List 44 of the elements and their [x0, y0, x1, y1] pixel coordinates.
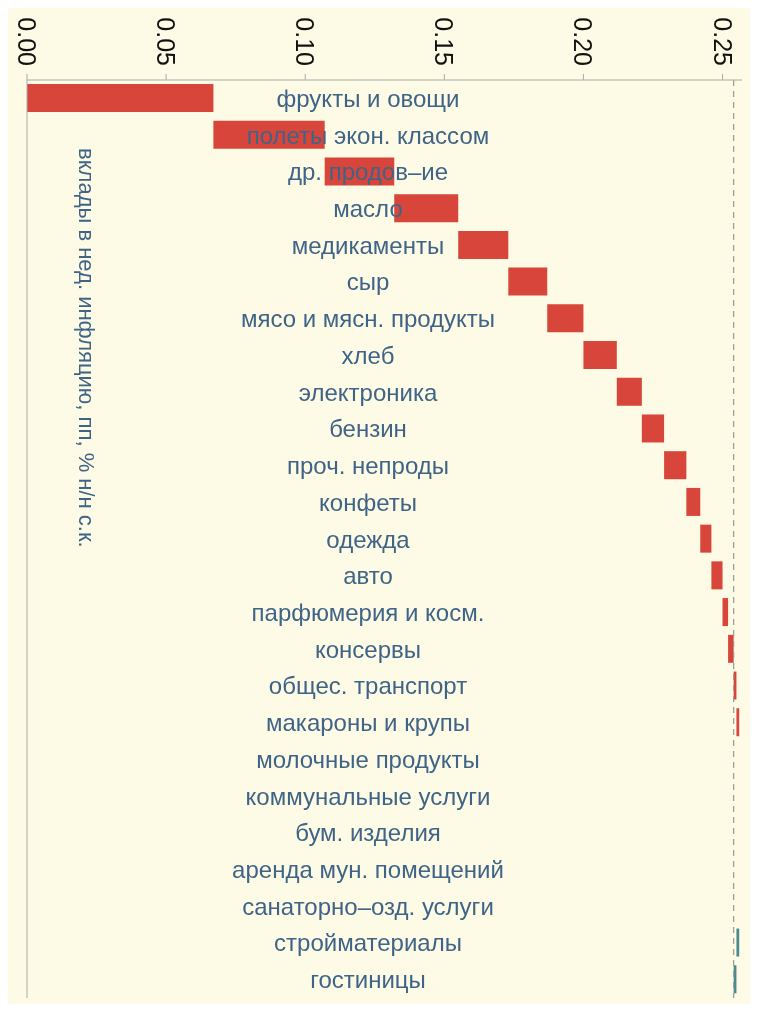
y-tick-label: медикаменты [291, 231, 445, 259]
x-tick-label: 0.15 [430, 17, 459, 66]
y-tick-label: бензин [329, 415, 407, 443]
y-tick-label: авто [343, 562, 393, 590]
x-tick-label: 0.20 [569, 17, 598, 66]
bar [722, 598, 729, 627]
bar [700, 524, 712, 553]
bar [641, 414, 665, 443]
y-axis-title: вклады в нед. инфляцию, пп, % н/н с.к. [73, 148, 99, 548]
y-tick-label: стройматериалы [274, 929, 462, 957]
bar [686, 487, 701, 516]
bar [508, 267, 548, 296]
y-tick-label: молочные продукты [256, 745, 480, 773]
y-tick-label: проч. непроды [286, 452, 450, 480]
x-tick-label: 0.05 [152, 17, 181, 66]
y-tick-label: общес. транспорт [268, 672, 468, 700]
y-tick-label: аренда мун. помещений [232, 855, 504, 883]
bar [27, 84, 214, 112]
bar [736, 708, 740, 737]
y-tick-label: парфюмерия и косм. [251, 598, 485, 626]
bar [736, 928, 740, 957]
x-tick-label: 0.00 [13, 17, 41, 66]
y-tick-label: консервы [314, 635, 422, 663]
y-tick-label: одежда [326, 525, 411, 553]
bar [711, 561, 723, 590]
bar [583, 341, 617, 370]
bar [616, 377, 642, 406]
x-tick-label: 0.10 [291, 17, 320, 66]
y-tick-label: гостиницы [310, 966, 426, 994]
y-tick-label: электроника [298, 378, 438, 406]
y-tick-label: сыр [346, 268, 390, 296]
bar [664, 451, 687, 480]
x-tick-label: 0.25 [708, 17, 737, 66]
bar [547, 304, 584, 333]
y-tick-label: фрукты и овощи [276, 84, 460, 112]
y-tick-label: коммунальные услуги [245, 782, 491, 810]
y-tick-label: мясо и мясн. продукты [240, 305, 496, 333]
bar [458, 230, 509, 259]
y-tick-label: хлеб [341, 341, 395, 369]
y-tick-label: бум. изделия [295, 819, 441, 847]
y-tick-label: конфеты [319, 488, 417, 516]
y-tick-label: санаторно–озд. услуги [242, 892, 494, 920]
y-tick-label: макароны и крупы [266, 709, 470, 737]
bar [728, 634, 734, 663]
